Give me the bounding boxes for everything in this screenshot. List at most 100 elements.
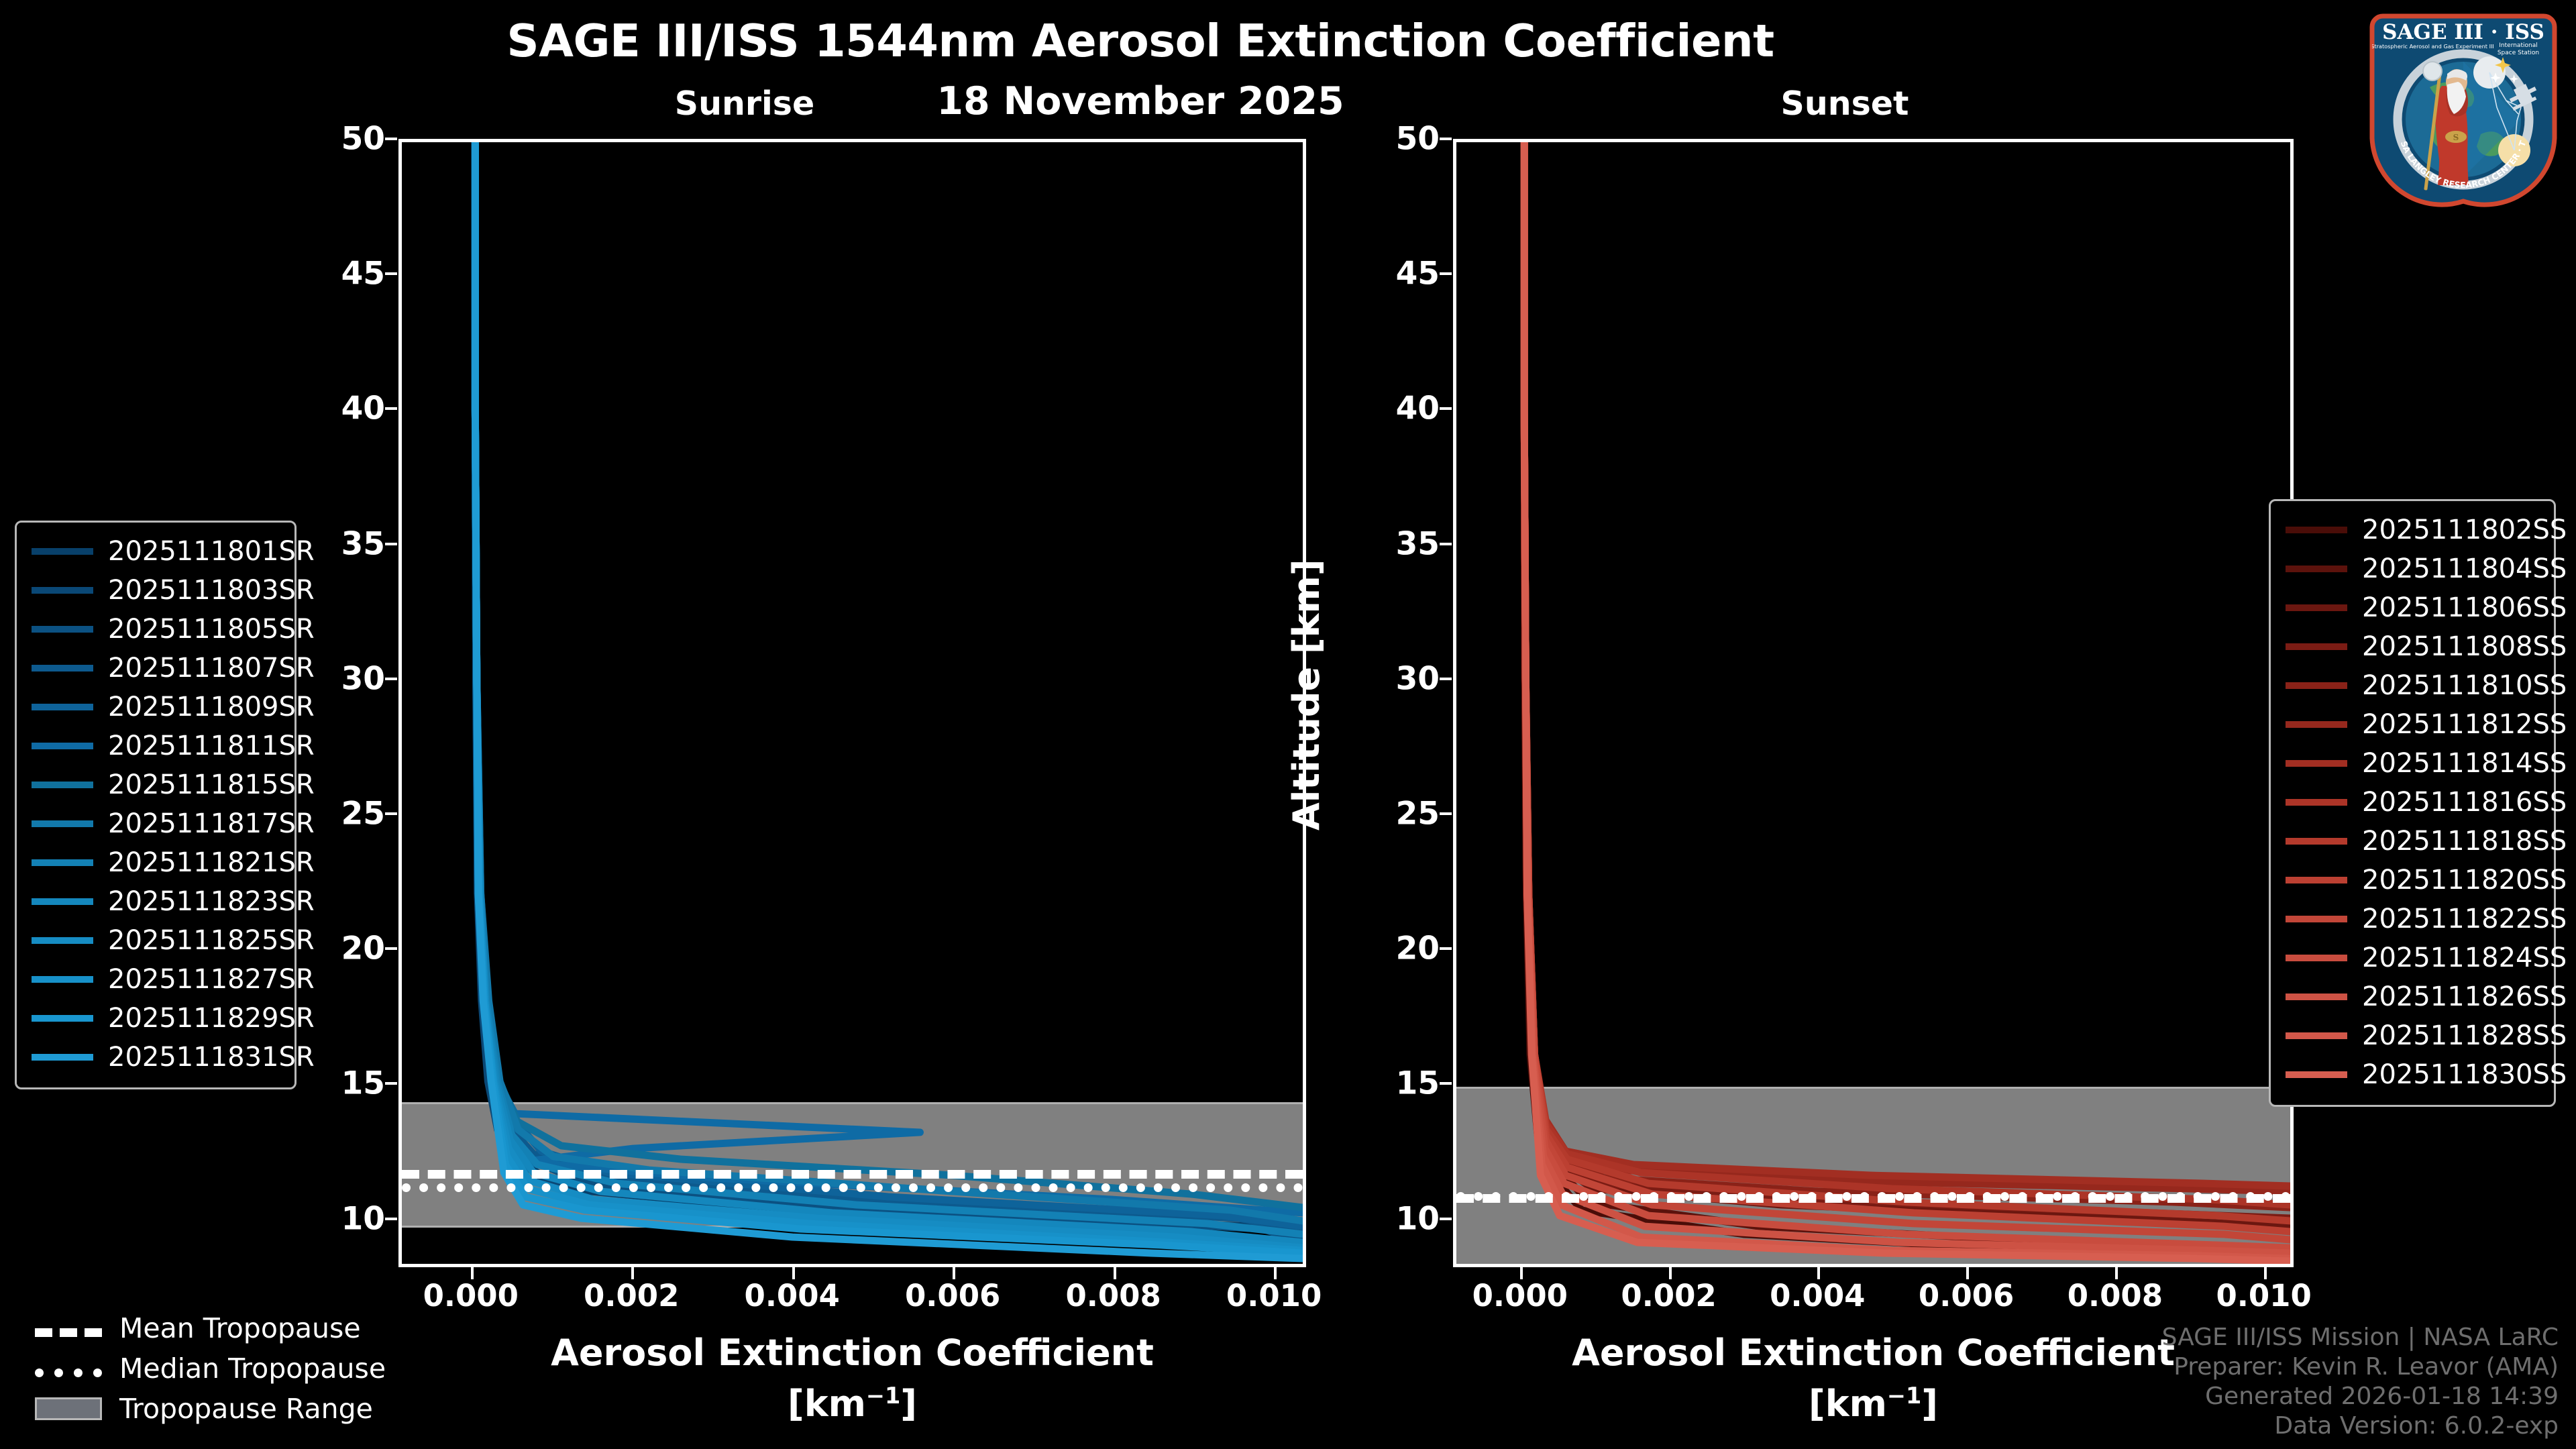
series-line — [471, 142, 1303, 1225]
sage-iii-iss-logo: S SAGE III · ISS Stratospheric Aerosol a… — [2363, 7, 2564, 208]
series-line — [471, 142, 1303, 1263]
legend-item[interactable]: 2025111821SR — [28, 843, 315, 882]
legend-color-swatch — [32, 548, 93, 555]
logo-subtitle-left: Stratospheric Aerosol and Gas Experiment… — [2371, 43, 2494, 50]
legend-item-label: 2025111821SR — [108, 847, 315, 878]
x-tick-label: 0.002 — [1621, 1278, 1717, 1313]
legend-item[interactable]: 2025111830SS — [2282, 1055, 2567, 1094]
series-line — [1520, 142, 2290, 1222]
y-tick-mark — [1440, 1082, 1452, 1085]
y-tick-label: 50 — [341, 120, 385, 158]
tropopause-line-swatch — [35, 1361, 102, 1377]
y-tick-mark — [385, 1082, 397, 1085]
legend-item-label: 2025111828SS — [2362, 1020, 2567, 1051]
series-line — [471, 142, 1303, 1236]
legend-item[interactable]: 2025111820SS — [2282, 861, 2567, 900]
x-tick-label: 0.008 — [2067, 1278, 2163, 1313]
series-line — [471, 142, 1303, 1246]
legend-item[interactable]: 2025111823SR — [28, 882, 315, 921]
y-tick-label: 40 — [341, 390, 385, 427]
date-subtitle: 18 November 2025 — [936, 79, 1344, 123]
legend-item[interactable]: 2025111818SS — [2282, 822, 2567, 861]
legend-item-label: 2025111822SS — [2362, 904, 2567, 934]
x-tick-label: 0.006 — [904, 1278, 1001, 1313]
x-tick-mark — [2114, 1267, 2118, 1279]
legend-item[interactable]: 2025111827SR — [28, 960, 315, 999]
legend-item[interactable]: 2025111810SS — [2282, 666, 2567, 705]
y-tick-mark — [1440, 677, 1452, 680]
series-line — [1520, 142, 2290, 1195]
legend-item-label: 2025111809SR — [108, 692, 315, 722]
legend-item[interactable]: 2025111817SR — [28, 804, 315, 843]
legend-item[interactable]: 2025111808SS — [2282, 627, 2567, 666]
legend-sunrise[interactable]: 2025111801SR 2025111803SR 2025111805SR 2025… — [15, 521, 315, 1089]
tropopause-median-line — [1456, 1192, 2290, 1201]
legend-item-label: 2025111805SR — [108, 614, 315, 645]
y-tick-mark — [1440, 407, 1452, 411]
legend-color-swatch — [32, 976, 93, 983]
y-tick-mark — [385, 542, 397, 545]
legend-color-swatch — [2286, 760, 2347, 767]
legend-item[interactable]: 2025111802SS — [2282, 511, 2567, 549]
legend-item-label: 2025111817SR — [108, 808, 315, 839]
legend-item[interactable]: 2025111805SR — [28, 610, 315, 649]
legend-item[interactable]: 2025111815SR — [28, 765, 315, 804]
y-tick-mark — [1440, 272, 1452, 276]
legend-item-label: 2025111804SS — [2362, 553, 2567, 584]
legend-item[interactable]: 2025111812SS — [2282, 705, 2567, 744]
legend-item-label: 2025111814SS — [2362, 748, 2567, 779]
legend-color-swatch — [2286, 682, 2347, 689]
legend-item[interactable]: 2025111804SS — [2282, 549, 2567, 588]
tropopause-median-line — [402, 1183, 1303, 1193]
legend-item[interactable]: 2025111811SR — [28, 727, 315, 765]
x-tick-mark — [2263, 1267, 2267, 1279]
legend-sunset[interactable]: 2025111802SS 2025111804SS 2025111806SS 2025… — [2269, 499, 2567, 1107]
legend-item[interactable]: 2025111826SS — [2282, 977, 2567, 1016]
x-tick-mark — [1519, 1267, 1523, 1279]
legend-item[interactable]: 2025111829SR — [28, 999, 315, 1038]
legend-item[interactable]: 2025111825SR — [28, 921, 315, 960]
series-line — [1520, 142, 2290, 1252]
tropopause-legend-item: Median Tropopause — [19, 1348, 394, 1389]
legend-item-label: 2025111801SR — [108, 536, 315, 567]
legend-item-label: 2025111812SS — [2362, 709, 2567, 740]
series-line — [471, 142, 1303, 1238]
legend-item[interactable]: 2025111831SR — [28, 1038, 315, 1077]
legend-color-swatch — [32, 937, 93, 944]
legend-item[interactable]: 2025111807SR — [28, 649, 315, 688]
y-tick-label: 10 — [1395, 1200, 1440, 1238]
legend-color-swatch — [32, 1054, 93, 1061]
legend-item[interactable]: 2025111801SR — [28, 532, 315, 571]
series-line — [1520, 142, 2290, 1254]
tropopause-legend-item: Tropopause Range — [19, 1389, 394, 1429]
legend-color-swatch — [2286, 916, 2347, 922]
legend-color-swatch — [2286, 838, 2347, 845]
legend-color-swatch — [2286, 604, 2347, 611]
legend-item[interactable]: 2025111822SS — [2282, 900, 2567, 938]
legend-color-swatch — [2286, 877, 2347, 883]
x-axis-units: [km−1] — [788, 1383, 917, 1425]
legend-item-label: 2025111802SS — [2362, 515, 2567, 545]
tropopause-range-swatch — [35, 1397, 102, 1420]
legend-item-label: 2025111820SS — [2362, 865, 2567, 896]
series-line — [471, 142, 1303, 1246]
x-tick-label: 0.006 — [1918, 1278, 2015, 1313]
tropopause-legend-label: Median Tropopause — [119, 1352, 386, 1385]
legend-item[interactable]: 2025111803SR — [28, 571, 315, 610]
x-tick-label: 0.010 — [2216, 1278, 2312, 1313]
panel-title-sunrise: Sunrise — [674, 85, 815, 123]
legend-item[interactable]: 2025111824SS — [2282, 938, 2567, 977]
legend-item-label: 2025111807SR — [108, 653, 315, 684]
legend-item-label: 2025111810SS — [2362, 670, 2567, 701]
legend-item[interactable]: 2025111816SS — [2282, 783, 2567, 822]
series-line — [1520, 142, 2290, 1263]
legend-item[interactable]: 2025111806SS — [2282, 588, 2567, 627]
legend-item[interactable]: 2025111828SS — [2282, 1016, 2567, 1055]
series-curves — [1520, 142, 2290, 1264]
legend-item[interactable]: 2025111809SR — [28, 688, 315, 727]
y-tick-mark — [1440, 812, 1452, 815]
x-tick-mark — [1113, 1267, 1116, 1279]
legend-item[interactable]: 2025111814SS — [2282, 744, 2567, 783]
x-tick-label: 0.004 — [1770, 1278, 1866, 1313]
x-tick-mark — [792, 1267, 795, 1279]
